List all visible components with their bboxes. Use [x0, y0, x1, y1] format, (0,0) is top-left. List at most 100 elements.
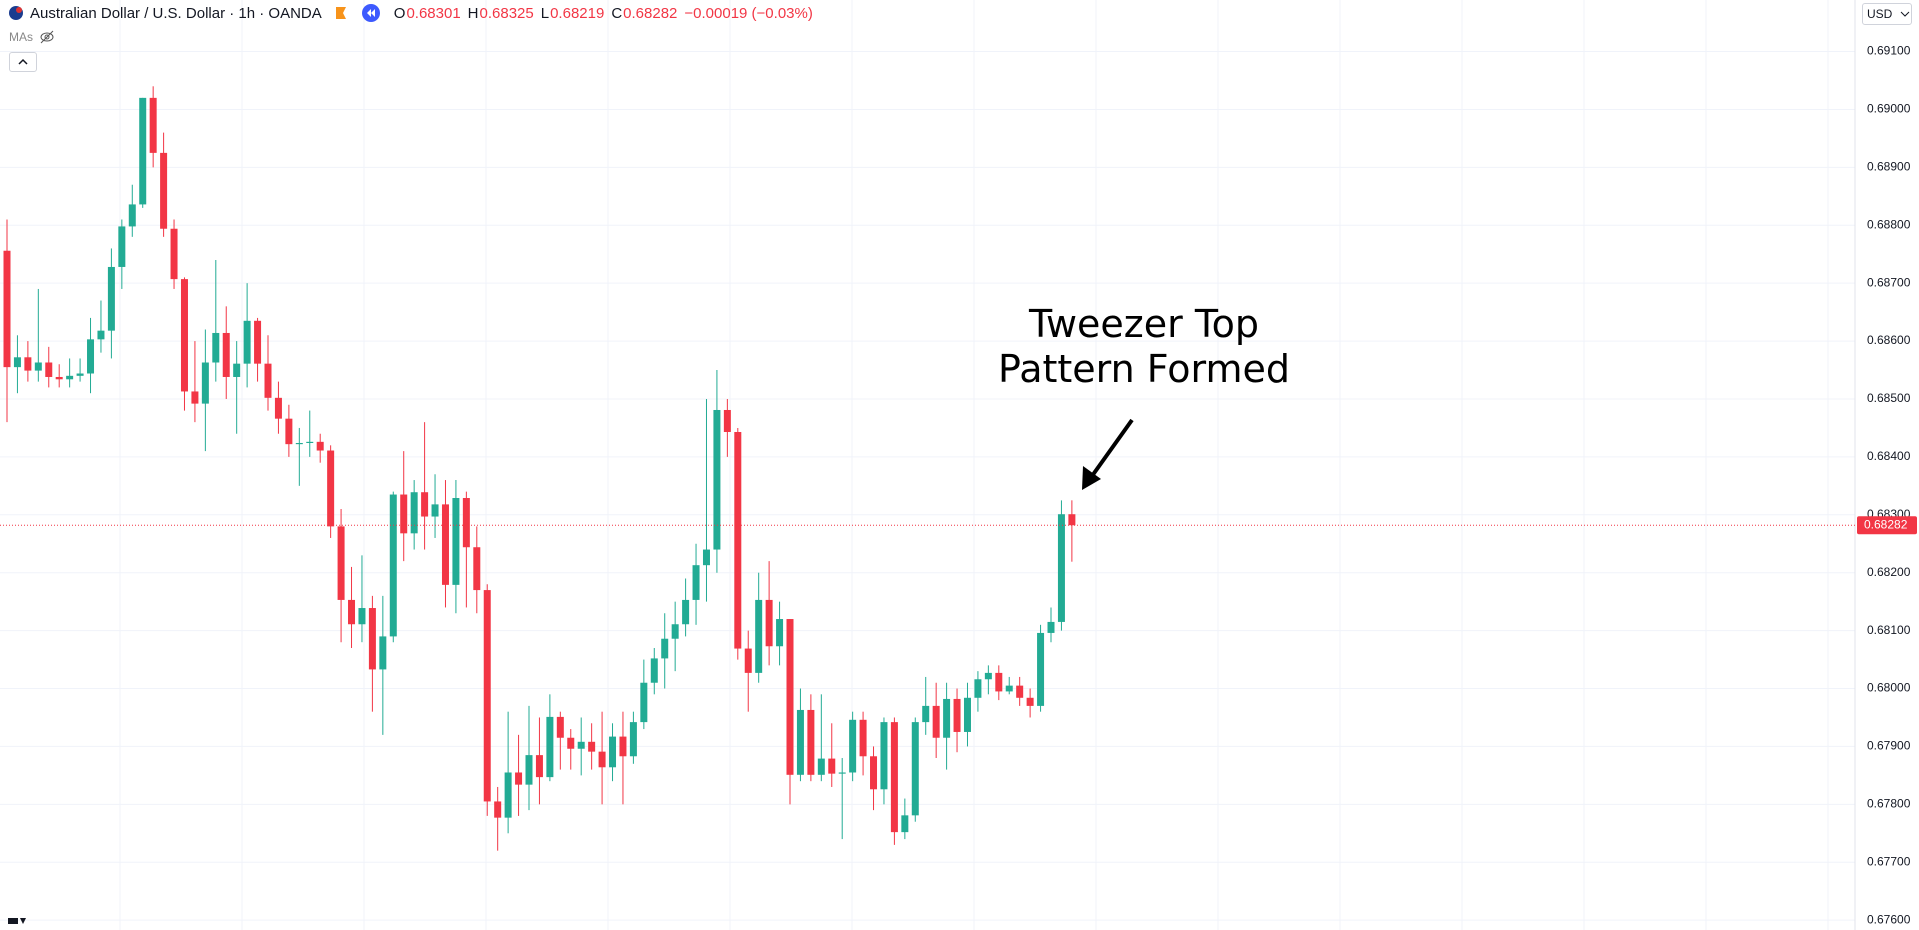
hide-icon[interactable] [39, 30, 55, 44]
ohlc-label: O [393, 4, 406, 22]
candle-body [1005, 685, 1013, 692]
candle-body [995, 672, 1003, 692]
candle-body [619, 736, 627, 757]
candle-body [149, 97, 157, 153]
candle-body [452, 498, 460, 585]
ohlc-value: 0.68301 [406, 4, 461, 22]
ohlc-value: 0.68282 [623, 4, 678, 22]
candle-body [421, 492, 429, 517]
candle-body [723, 409, 731, 432]
chevron [18, 58, 28, 65]
candle-body [911, 722, 919, 816]
candle-body [943, 698, 951, 738]
candle-body [901, 815, 909, 833]
candle-body [87, 339, 95, 374]
candle-body [180, 279, 188, 392]
candle-body [494, 801, 502, 818]
currency-select[interactable]: USD [1862, 3, 1912, 25]
current-price-label: 0.68282 [1864, 517, 1908, 531]
ohlc-values: O 0.68301 H 0.68325 L 0.68219 C 0.68282 −0.00019… [394, 5, 819, 22]
candle-body [567, 737, 575, 749]
candle-body [609, 736, 617, 768]
candle-body [233, 363, 241, 377]
candle-body [1016, 685, 1024, 698]
candle-body [222, 332, 230, 377]
candle-body [128, 204, 136, 227]
candle-body [201, 362, 209, 404]
y-tick-label: 0.69000 [1867, 102, 1911, 116]
candle-body [671, 624, 679, 639]
header: Australian Dollar / U.S. Dollar · 1h · O… [8, 4, 819, 22]
candle-body [1068, 514, 1076, 526]
candle-body [974, 679, 982, 698]
ohlc-value: 0.68325 [479, 4, 534, 22]
candle-body [859, 719, 867, 757]
candle-body [24, 357, 32, 371]
y-tick-label: 0.68100 [1867, 623, 1911, 637]
ohlc-label: L [540, 4, 550, 22]
candle-body [650, 658, 658, 683]
y-tick-label: 0.67900 [1867, 739, 1911, 753]
y-tick-label: 0.68800 [1867, 217, 1911, 231]
candle-body [379, 636, 387, 670]
candle-body [682, 599, 690, 625]
candle-body [598, 751, 606, 768]
candle-body [828, 758, 836, 774]
candle-body [1026, 697, 1034, 706]
ohlc-label: C [611, 4, 623, 22]
candle-body [264, 363, 272, 398]
candle-body [786, 619, 794, 775]
y-tick-label: 0.68900 [1867, 160, 1911, 174]
candle-body [441, 504, 449, 585]
tv-logo [8, 918, 26, 924]
y-tick-label: 0.68600 [1867, 333, 1911, 347]
candle-body [389, 494, 397, 637]
annotation-arrow-shaft [1090, 418, 1134, 478]
candle-body [525, 755, 533, 785]
candle-body [890, 722, 898, 833]
candle-body [1057, 514, 1065, 622]
candle-body [922, 705, 930, 723]
candle-body [963, 697, 971, 732]
replay-icon[interactable] [361, 4, 380, 22]
annotation-text: Tweezer Top [1028, 302, 1259, 346]
collapse-button[interactable] [9, 52, 37, 72]
candle-body [483, 590, 491, 802]
currency-label: USD [1867, 7, 1893, 21]
candle-body [97, 330, 105, 340]
y-tick-label: 0.68200 [1867, 565, 1911, 579]
candle-body [744, 648, 752, 673]
ohlc-label: H [467, 4, 479, 22]
indicator-row: MAs [9, 30, 55, 44]
candle-body [34, 362, 42, 371]
candle-body [870, 756, 878, 790]
candle-body [1047, 621, 1055, 633]
candle-body [984, 672, 992, 680]
candle-body [431, 504, 439, 517]
candle-body [295, 442, 303, 445]
candle-body [66, 375, 74, 380]
candle-body [807, 709, 815, 775]
candle-body [243, 320, 251, 364]
candle-body [765, 599, 773, 647]
candle-body [191, 391, 199, 404]
pair-flag [9, 6, 23, 20]
candle-body [139, 97, 147, 205]
candle-body [337, 526, 345, 600]
annotation-arrow-head [1082, 466, 1101, 490]
candle-body [817, 758, 825, 775]
current-price-box [1857, 516, 1917, 535]
candle-body [254, 320, 262, 364]
symbol-title: Australian Dollar / U.S. Dollar · 1h · O… [30, 4, 322, 22]
y-tick-label: 0.69100 [1867, 44, 1911, 58]
flag-icon[interactable] [334, 6, 348, 20]
candle-body [734, 431, 742, 649]
candle-body [473, 547, 481, 591]
candle-body [160, 152, 168, 229]
candle-body [3, 250, 11, 368]
candle-body [306, 441, 314, 443]
candle-body [953, 698, 961, 732]
candle-body [713, 409, 721, 550]
